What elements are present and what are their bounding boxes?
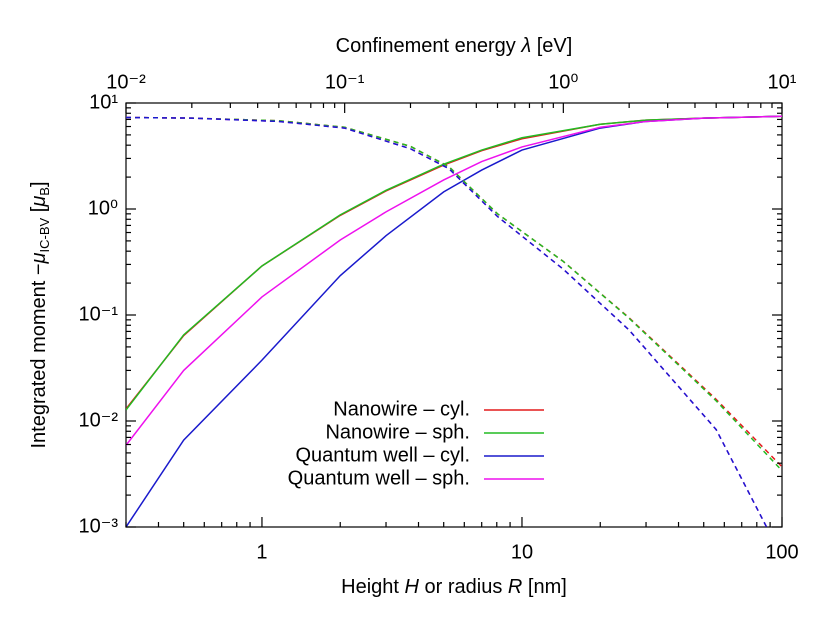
x-axis-label: Height H or radius R [nm]	[341, 576, 567, 598]
dashed-curve	[126, 116, 782, 472]
x2-tick-label: 10⁻¹	[325, 71, 365, 93]
x-tick-label: 100	[765, 541, 798, 563]
y-tick-label: 10⁻¹	[79, 303, 119, 325]
x-tick-label: 1	[256, 541, 267, 563]
x2-tick-label: 10⁰	[548, 71, 578, 93]
y-axis-label: Integrated moment −μIC-BV [μB]	[28, 181, 52, 448]
y-tick-label: 10⁰	[88, 197, 118, 219]
curve	[126, 115, 782, 446]
x-tick-label: 10	[511, 541, 533, 563]
curves	[126, 115, 782, 527]
x2-tick-label: 10⁻²	[106, 71, 146, 93]
y-tick-label: 10¹	[89, 91, 118, 113]
y-tick-label: 10⁻²	[79, 409, 119, 431]
curve	[126, 115, 782, 411]
legend-label: Nanowire – sph.	[325, 421, 470, 443]
legend-label: Nanowire – cyl.	[333, 398, 470, 420]
x2-axis-label: Confinement energy λ [eV]	[336, 35, 573, 57]
y-tick-label: 10⁻³	[79, 515, 119, 537]
legend-label: Quantum well – cyl.	[295, 444, 470, 466]
x2-tick-label: 10¹	[768, 71, 797, 93]
legend-label: Quantum well – sph.	[288, 467, 470, 489]
